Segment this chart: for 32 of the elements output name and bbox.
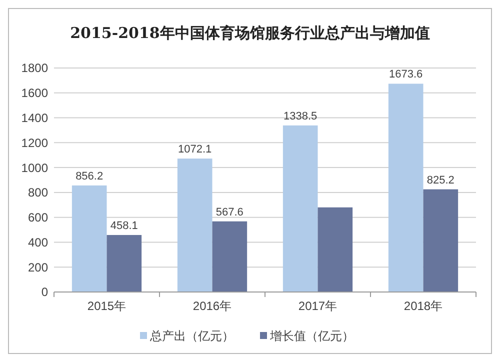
bar <box>72 185 107 292</box>
data-label: 458.1 <box>110 220 138 232</box>
y-tick-label: 1000 <box>21 160 48 175</box>
y-tick-label: 200 <box>28 260 48 274</box>
y-tick-label: 1400 <box>21 110 48 125</box>
y-tick-label: 1800 <box>21 61 48 76</box>
legend-label: 增长值（亿元） <box>269 329 354 344</box>
bar <box>318 207 353 292</box>
data-label: 567.6 <box>216 206 244 218</box>
data-label: 856.2 <box>76 170 104 182</box>
bar <box>212 221 248 292</box>
x-tick-label: 2015年 <box>87 299 126 313</box>
y-tick-label: 0 <box>41 285 48 300</box>
chart-title: 2015-2018年中国体育场馆服务行业总产出与增加值 <box>70 24 430 42</box>
y-tick-label: 800 <box>28 186 48 200</box>
data-label: 1072.1 <box>178 144 212 156</box>
x-tick-label: 2017年 <box>298 299 338 313</box>
bar <box>282 125 318 292</box>
data-label: 1673.6 <box>389 68 423 81</box>
bar <box>423 189 458 292</box>
bar <box>388 84 424 292</box>
data-label: 1338.5 <box>284 110 318 122</box>
bar <box>106 234 142 292</box>
y-tick-label: 1600 <box>21 86 48 100</box>
y-tick-label: 600 <box>28 210 48 225</box>
y-tick-label: 1200 <box>21 136 48 150</box>
data-label: 825.2 <box>426 174 454 186</box>
x-tick-label: 2016年 <box>192 299 232 313</box>
bar <box>177 158 212 292</box>
y-tick-label: 400 <box>28 235 48 250</box>
legend-label: 总产出（亿元） <box>149 329 234 344</box>
x-tick-label: 2018年 <box>404 299 443 313</box>
